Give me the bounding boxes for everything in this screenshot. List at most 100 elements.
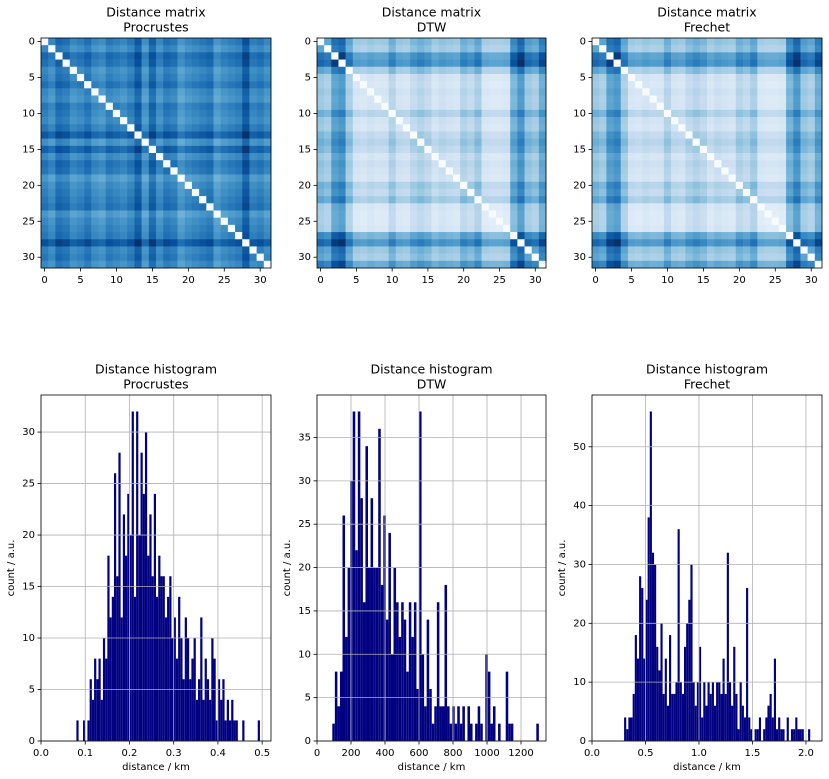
heatmap-cell [742,66,751,75]
heatmap-cell [156,196,164,204]
heatmap-cell [213,59,221,68]
heatmap-cell [41,138,49,147]
heatmap-cell [220,124,229,132]
heatmap-cell [613,52,622,60]
heatmap-cell [807,38,816,46]
heatmap-cell [678,203,686,211]
heatmap-cell [235,117,243,125]
heatmap-cell [191,124,200,132]
heatmap-cell [263,153,272,161]
histogram-bar [231,699,234,741]
heatmap-cell [699,124,708,132]
heatmap-cell [220,131,229,139]
heatmap-cell [671,131,679,139]
heatmap-cell [538,117,547,125]
heatmap-cell [452,167,461,175]
heatmap-cell [163,232,171,240]
heatmap-cell [495,188,504,197]
heatmap-cell [452,260,461,269]
heatmap-cell [127,153,135,161]
heatmap-cell [599,109,607,118]
heatmap-cell [714,38,722,46]
heatmap-cell [735,246,744,254]
x-tick-label: 10 [110,275,123,286]
heatmap-cell [671,117,679,125]
histogram-bar [191,658,194,741]
heatmap-cell [467,59,475,68]
heatmap-cell [721,174,729,183]
heatmap-cell [592,117,600,125]
heatmap-cell [635,188,643,197]
heatmap-cell [417,73,425,82]
heatmap-cell [750,45,758,53]
heatmap-cell [410,181,418,190]
heatmap-cell [699,181,708,190]
heatmap-cell [352,246,361,254]
heatmap-cell [714,181,722,190]
heatmap-cell [48,181,56,190]
heatmap-cell [678,138,686,147]
heatmap-cell [141,95,150,103]
heatmap-cell [531,81,540,89]
heatmap-cell [531,145,540,154]
heatmap-cell [635,131,643,139]
heatmap-cell [699,145,708,154]
heatmap-cell [213,246,221,254]
heatmap-cell [324,239,332,247]
heatmap-cell [199,160,207,168]
histogram-bar [776,729,779,741]
heatmap-cell [55,59,63,68]
histogram-bar [96,679,99,741]
heatmap-cell [41,260,49,269]
histogram-bar [658,670,661,741]
heatmap-cell [642,45,650,53]
y-tick-label: 15 [22,582,35,593]
histogram-bar [360,498,363,741]
heatmap-cell [606,81,614,89]
heatmap-cell [184,224,193,233]
heatmap-cell [642,38,650,46]
heatmap-cell [814,239,823,247]
heatmap-cell [474,196,482,204]
heatmap-cell [55,81,63,89]
heatmap-cell [627,196,636,204]
heatmap-cell [374,138,382,147]
heatmap-cell [721,246,729,254]
heatmap-cell [256,160,265,168]
heatmap-cell [431,59,439,68]
heatmap-cell [352,131,361,139]
heatmap-cell [199,260,207,269]
histogram-bar [756,729,759,741]
heatmap-cell [771,153,780,161]
histogram-bar [480,723,483,741]
chart-title: Distance histogram [95,362,217,377]
heatmap-cell [417,181,425,190]
heatmap-cell [460,52,468,60]
heatmap-cell [656,260,665,269]
heatmap-cell [467,66,475,75]
heatmap-cell [503,232,511,240]
heatmap-cell [359,145,368,154]
heatmap-cell [163,145,171,154]
heatmap-cell [742,52,751,60]
heatmap-cell [814,232,823,240]
heatmap-cell [345,66,354,75]
heatmap-cell [69,102,78,111]
heatmap-cell [786,138,794,147]
heatmap-cell [410,131,418,139]
heatmap-cell [452,73,461,82]
histogram-bar [140,452,143,741]
heatmap-cell [424,59,432,68]
heatmap-cell [105,167,114,175]
heatmap-cell [707,174,715,183]
heatmap-cell [517,210,525,218]
heatmap-cell [750,153,758,161]
heatmap-cell [199,88,207,96]
heatmap-cell [800,188,808,197]
heatmap-cell [707,38,715,46]
heatmap-cell [388,131,397,139]
heatmap-cell [778,160,787,168]
heatmap-cell [41,59,49,68]
heatmap-cell [256,196,265,204]
heatmap-cell [438,239,447,247]
